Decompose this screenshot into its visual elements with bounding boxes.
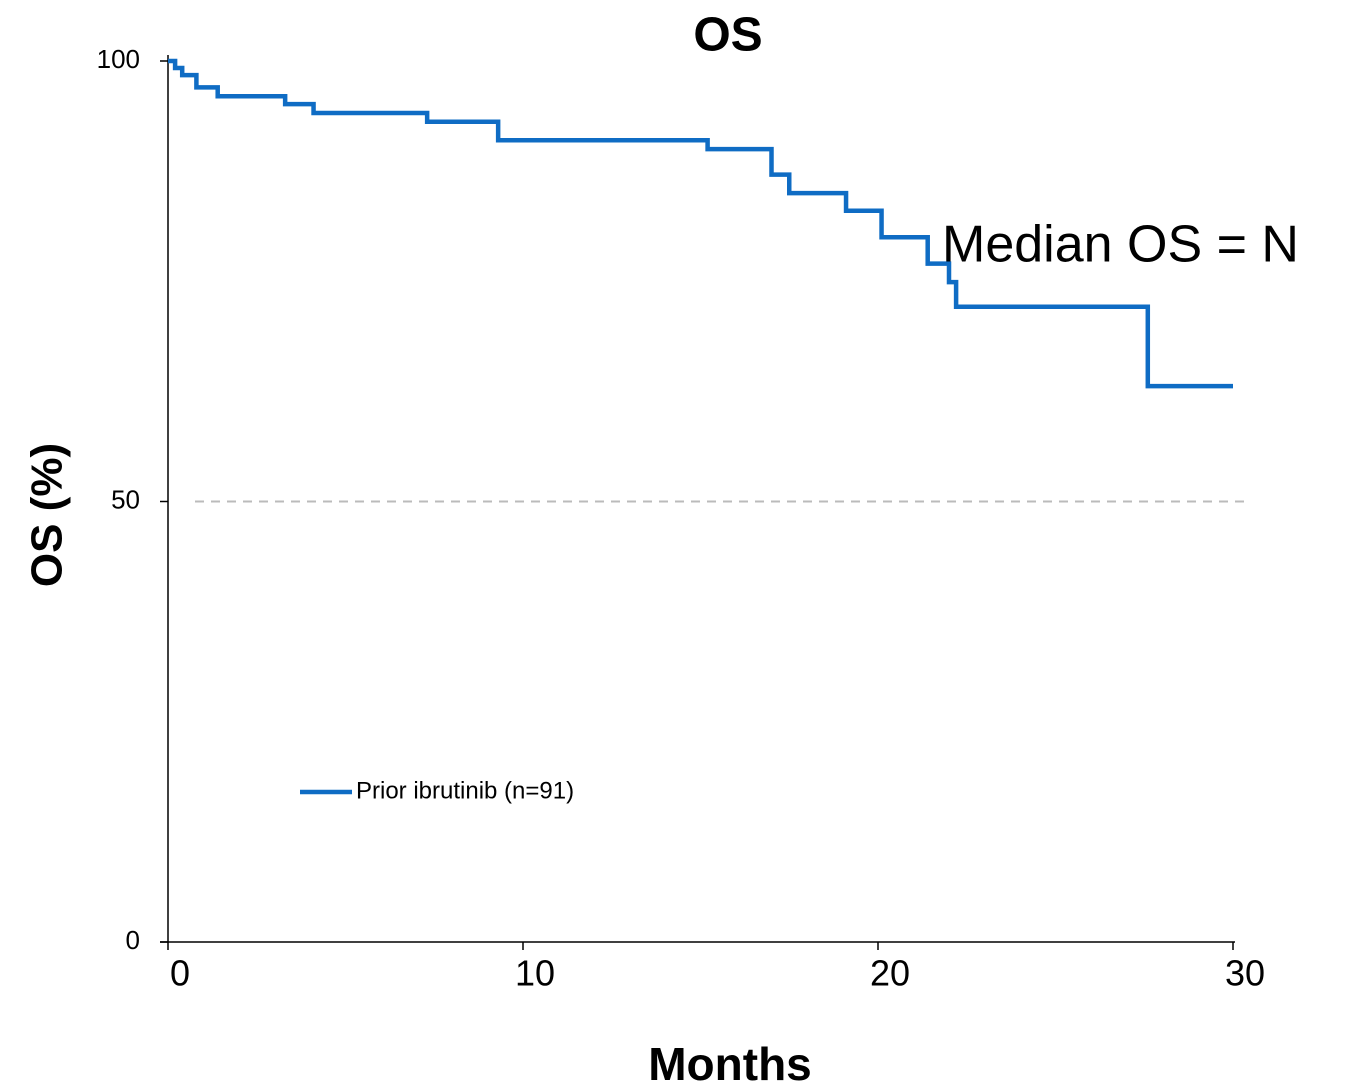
x-axis-label: Months bbox=[648, 1038, 812, 1090]
y-axis-label: OS (%) bbox=[23, 443, 72, 587]
survival-curve bbox=[168, 58, 1233, 389]
annotation: Median OS = N bbox=[942, 216, 1299, 274]
y-tick-label: 100 bbox=[97, 44, 140, 74]
chart-title: OS bbox=[693, 9, 762, 62]
legend-label: Prior ibrutinib (n=91) bbox=[356, 777, 574, 804]
x-tick-label: 10 bbox=[515, 953, 555, 994]
y-tick-label: 0 bbox=[126, 925, 140, 955]
x-tick-label: 0 bbox=[170, 953, 190, 994]
x-tick-label: 30 bbox=[1225, 953, 1265, 994]
x-tick-label: 20 bbox=[870, 953, 910, 994]
y-tick-label: 50 bbox=[111, 484, 140, 514]
